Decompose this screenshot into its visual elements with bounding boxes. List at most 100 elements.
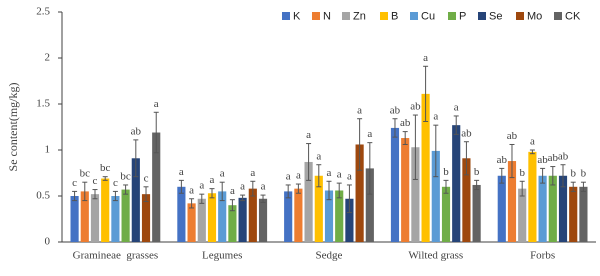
bar [80,191,89,242]
x-tick-label: Wilted grass [408,250,463,262]
legend-label: Se [489,10,502,22]
significance-letter: a [230,185,235,197]
x-tick-label: Sedge [316,250,343,262]
bar [579,186,588,242]
legend-label: B [391,10,398,22]
significance-letter: a [454,101,459,113]
bar [304,161,313,242]
bar [207,193,217,242]
significance-letter: c [113,177,118,189]
y-tick-label: 0.5 [36,190,50,202]
significance-letter: b [443,166,449,178]
significance-letter: a [250,167,255,179]
legend-label: P [459,10,466,22]
significance-letter: c [72,177,77,189]
significance-letter: bc [100,162,111,174]
bar [197,198,206,242]
significance-letter: a [286,170,291,182]
bar [401,138,410,242]
significance-letter: b [519,167,525,179]
bar [284,191,293,242]
significance-letter: ab [537,154,548,166]
legend-swatch [342,12,350,20]
bar [548,175,557,242]
significance-letter: a [423,52,428,64]
significance-letter: b [474,166,480,178]
bar [258,198,268,242]
bar [411,147,420,242]
bar [462,158,471,242]
bar [101,178,110,242]
y-axis-label: Se content(mg/kg) [6,83,20,172]
legend-label: Mo [527,10,542,22]
legend-swatch [516,12,524,20]
x-tick-label: Forbs [530,250,555,262]
bar [152,132,161,242]
legend-label: Cu [421,10,435,22]
bar [472,184,481,242]
bar [345,198,354,242]
significance-letter: a [199,180,204,192]
significance-letter: ab [390,104,401,116]
legend-swatch [312,12,320,20]
significance-letter: a [347,170,352,182]
bar [294,188,303,242]
significance-letter: a [327,167,332,179]
bar [335,190,344,242]
legend-swatch [554,12,562,20]
bar [90,194,100,242]
bar [131,158,140,242]
bar [238,197,247,242]
bar [177,186,186,242]
y-tick-label: 1.5 [36,98,50,110]
significance-letter: a [367,128,372,140]
bar [518,188,527,242]
y-tick-label: 1 [45,144,51,156]
y-tick-label: 0 [45,236,51,248]
significance-letter: c [93,175,98,187]
bar [141,194,151,242]
bar [365,168,374,242]
bar [507,161,517,242]
significance-letter: c [144,172,149,184]
legend-label: Zn [353,10,366,22]
significance-letter: a [154,98,159,110]
x-tick-label: Gramineae grasses [73,250,159,262]
legend-swatch [478,12,486,20]
significance-letter: a [220,168,225,180]
significance-letter: a [316,150,321,162]
bar [441,186,451,242]
x-tick-label: Legumes [202,250,242,262]
bar [528,151,537,242]
significance-letter: a [306,129,311,141]
significance-letter: a [296,170,301,182]
significance-letter: a [189,184,194,196]
bar [324,190,334,242]
significance-letter: bc [120,170,131,182]
significance-letter: b [581,168,587,180]
significance-letter: a [261,181,266,193]
bar [248,188,257,242]
significance-letter: a [433,111,438,123]
significance-letter: a [337,169,342,181]
significance-letter: ab [507,130,518,142]
bar [390,127,400,242]
significance-letter: b [570,168,576,180]
significance-letter: ab [558,150,569,162]
bar [187,203,196,242]
significance-letter: a [240,181,245,193]
legend-label: CK [565,10,581,22]
legend-swatch [282,12,290,20]
significance-letter: a [179,166,184,178]
significance-letter: ab [410,101,421,113]
significance-letter: a [210,174,215,186]
bar [70,196,79,242]
bar [421,93,430,242]
bar [431,150,440,242]
y-tick-label: 2.5 [36,6,50,18]
legend-swatch [380,12,388,20]
bar [538,175,547,242]
significance-letter: bc [80,168,91,180]
significance-letter: ab [400,117,411,129]
